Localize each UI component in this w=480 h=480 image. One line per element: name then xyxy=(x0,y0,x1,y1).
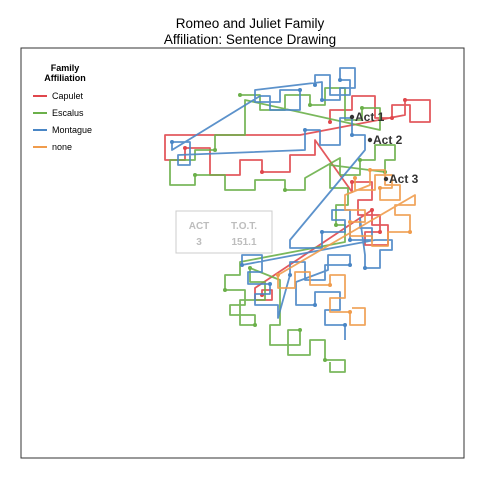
series-node-montague xyxy=(170,140,174,144)
series-node-montague xyxy=(288,273,292,277)
series-node-none xyxy=(348,310,352,314)
series-node-montague xyxy=(268,282,272,286)
series-layer xyxy=(164,67,431,373)
series-node-none xyxy=(378,186,382,190)
info-header-act: ACT xyxy=(189,221,210,232)
series-node-escalus xyxy=(248,266,252,270)
info-header-tot: T.O.T. xyxy=(231,221,257,232)
series-node-montague xyxy=(363,266,367,270)
act-marker-2 xyxy=(367,137,373,143)
series-node-montague xyxy=(348,263,352,267)
legend-title-line-1: Family xyxy=(51,63,80,73)
series-node-escalus xyxy=(308,103,312,107)
series-node-escalus xyxy=(358,158,362,162)
plot-panel xyxy=(20,47,465,459)
series-node-capulet xyxy=(403,98,407,102)
series-node-capulet xyxy=(350,180,354,184)
series-node-montague xyxy=(343,323,347,327)
series-node-escalus xyxy=(253,323,257,327)
series-node-none xyxy=(353,176,357,180)
series-node-escalus xyxy=(193,173,197,177)
act-markers: Act 1 Act 2 Act 3 xyxy=(349,110,419,186)
chart-title-line-2: Affiliation: Sentence Drawing xyxy=(164,32,336,47)
series-node-capulet xyxy=(328,120,332,124)
series-node-montague xyxy=(240,263,244,267)
info-value-tot: 151.1 xyxy=(231,237,256,248)
legend-label-capulet: Capulet xyxy=(52,91,84,101)
info-box-frame xyxy=(175,210,273,254)
act-marker-1 xyxy=(349,114,355,120)
legend: Family Affiliation Capulet Escalus Montagu… xyxy=(33,63,92,152)
series-node-none xyxy=(368,168,372,172)
legend-label-none: none xyxy=(52,142,72,152)
series-node-escalus xyxy=(360,106,364,110)
series-node-montague xyxy=(313,83,317,87)
legend-title-line-2: Affiliation xyxy=(44,73,86,83)
series-path-montague xyxy=(171,67,393,340)
legend-entries: Capulet Escalus Montague none xyxy=(33,91,92,152)
series-node-montague xyxy=(303,128,307,132)
series-node-montague xyxy=(350,133,354,137)
act-label-2: Act 2 xyxy=(373,133,403,147)
series-node-escalus xyxy=(323,358,327,362)
series-node-escalus xyxy=(213,148,217,152)
act-label-3: Act 3 xyxy=(389,172,419,186)
series-node-montague xyxy=(338,78,342,82)
series-node-none xyxy=(328,283,332,287)
series-node-montague xyxy=(298,88,302,92)
info-value-act: 3 xyxy=(196,237,202,248)
series-path-none xyxy=(277,169,416,326)
act-label-1: Act 1 xyxy=(355,110,385,124)
series-node-capulet xyxy=(378,230,382,234)
series-node-capulet xyxy=(260,170,264,174)
chart-title-line-1: Romeo and Juliet Family xyxy=(176,16,325,31)
series-path-escalus xyxy=(169,87,396,373)
series-node-escalus xyxy=(334,223,338,227)
info-box: ACT T.O.T. 3 151.1 xyxy=(175,210,273,254)
series-node-montague xyxy=(348,238,352,242)
legend-label-escalus: Escalus xyxy=(52,108,84,118)
series-node-escalus xyxy=(238,93,242,97)
series-node-capulet xyxy=(183,146,187,150)
series-node-none xyxy=(276,273,280,277)
series-node-montague xyxy=(320,98,324,102)
series-node-escalus xyxy=(223,288,227,292)
series-node-montague xyxy=(320,230,324,234)
series-node-none xyxy=(348,220,352,224)
legend-label-montague: Montague xyxy=(52,125,92,135)
series-node-escalus xyxy=(283,188,287,192)
series-node-capulet xyxy=(370,208,374,212)
series-node-escalus xyxy=(298,328,302,332)
series-node-capulet xyxy=(390,116,394,120)
series-node-montague xyxy=(313,303,317,307)
act-marker-3 xyxy=(383,176,389,182)
series-node-none xyxy=(408,230,412,234)
